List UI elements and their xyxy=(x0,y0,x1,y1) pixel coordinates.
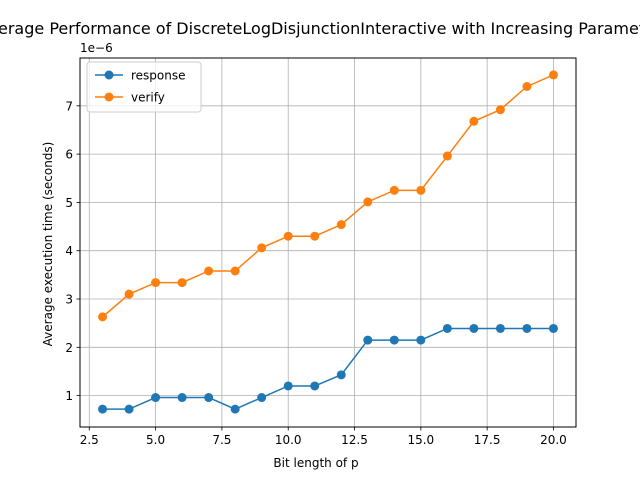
data-point-response xyxy=(336,370,346,380)
data-point-verify xyxy=(416,185,426,195)
data-point-response xyxy=(416,335,426,345)
y-tick-label: 3 xyxy=(65,293,73,307)
data-point-response xyxy=(363,335,373,345)
data-point-response xyxy=(98,404,108,414)
data-point-response xyxy=(204,393,214,403)
legend-label-verify: verify xyxy=(131,91,165,105)
data-point-response xyxy=(310,381,320,391)
data-point-response xyxy=(230,404,240,414)
data-point-verify xyxy=(257,243,267,253)
data-point-verify xyxy=(177,278,187,288)
y-tick-label: 2 xyxy=(65,341,73,355)
data-point-response xyxy=(283,381,293,391)
axis-ticks: 2.5 5.0 7.5 10.0 12.5 15.0 17.5 20.0 1 2 3 4 5 6 7 xyxy=(65,99,566,447)
legend-marker-response xyxy=(104,70,114,80)
legend-marker-verify xyxy=(104,92,114,102)
series-layer xyxy=(98,70,558,414)
y-axis-offset-label: 1e−6 xyxy=(80,41,113,55)
y-axis-label: Average execution time (seconds) xyxy=(41,142,55,347)
data-point-response xyxy=(469,323,479,333)
data-point-response xyxy=(495,323,505,333)
data-point-response xyxy=(151,393,161,403)
data-point-response xyxy=(548,323,558,333)
x-tick-label: 20.0 xyxy=(540,433,567,447)
data-point-verify xyxy=(124,289,134,299)
x-tick-label: 17.5 xyxy=(474,433,501,447)
data-point-response xyxy=(389,335,399,345)
legend: response verify xyxy=(86,61,202,113)
y-tick-label: 7 xyxy=(65,99,73,113)
x-tick-label: 7.5 xyxy=(212,433,231,447)
y-tick-label: 1 xyxy=(65,389,73,403)
legend-label-response: response xyxy=(131,69,186,83)
plot-area-frame xyxy=(79,57,577,428)
x-tick-label: 15.0 xyxy=(407,433,434,447)
data-point-verify xyxy=(283,231,293,241)
data-point-verify xyxy=(204,266,214,276)
data-point-response xyxy=(442,323,452,333)
x-tick-label: 2.5 xyxy=(80,433,99,447)
y-tick-label: 5 xyxy=(65,196,73,210)
data-point-verify xyxy=(469,116,479,126)
y-tick-label: 4 xyxy=(65,244,73,258)
y-tick-label: 6 xyxy=(65,148,73,162)
data-point-verify xyxy=(363,197,373,207)
data-point-response xyxy=(522,323,532,333)
data-point-verify xyxy=(548,70,558,80)
x-axis-label: Bit length of p xyxy=(273,456,358,470)
data-point-verify xyxy=(230,266,240,276)
x-tick-label: 5.0 xyxy=(146,433,165,447)
data-point-verify xyxy=(98,312,108,322)
grid xyxy=(80,58,576,427)
data-point-verify xyxy=(151,278,161,288)
data-point-response xyxy=(177,393,187,403)
data-point-response xyxy=(124,404,134,414)
data-point-verify xyxy=(522,81,532,91)
data-point-verify xyxy=(389,185,399,195)
x-tick-label: 12.5 xyxy=(341,433,368,447)
data-point-verify xyxy=(442,151,452,161)
chart-title: Average Performance of DiscreteLogDisjun… xyxy=(0,19,640,38)
data-point-response xyxy=(257,393,267,403)
data-point-verify xyxy=(336,220,346,230)
x-tick-label: 10.0 xyxy=(275,433,302,447)
data-point-verify xyxy=(310,231,320,241)
data-point-verify xyxy=(495,105,505,115)
